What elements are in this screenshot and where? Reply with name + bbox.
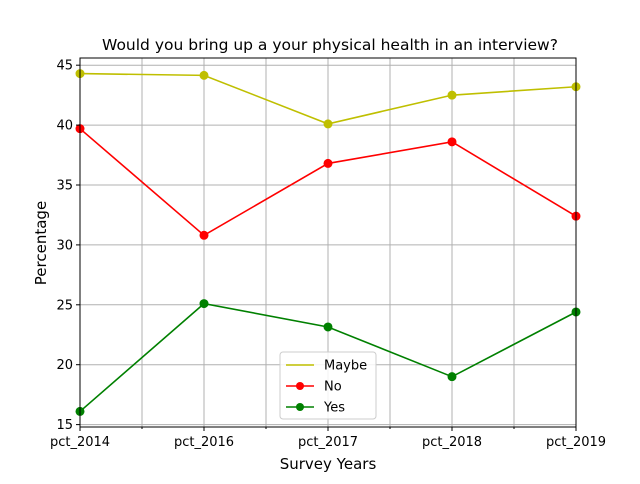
x-tick-label: pct_2017 <box>298 435 358 450</box>
x-tick-label: pct_2014 <box>50 435 110 450</box>
data-point-no <box>447 137 457 147</box>
y-tick-label: 30 <box>56 238 73 253</box>
x-axis-title: Survey Years <box>280 455 377 473</box>
legend-box <box>279 351 377 420</box>
axes: pct_2014 pct_2016 pct_2017 pct_2018 pct_2019… <box>50 59 606 450</box>
chart-title: Would you bring up a your physical healt… <box>102 36 558 54</box>
data-point-yes <box>323 322 333 332</box>
legend-label-no: No <box>324 380 342 395</box>
series-layer <box>75 69 581 416</box>
legend-marker-no <box>296 382 304 390</box>
data-point-maybe <box>447 90 457 100</box>
data-point-maybe <box>323 119 333 129</box>
y-axis-title: Percentage <box>32 201 50 285</box>
y-tick-label: 40 <box>56 119 73 134</box>
y-tick-label: 20 <box>56 358 73 373</box>
legend: Maybe No Yes <box>279 351 377 420</box>
data-point-no <box>199 230 209 240</box>
legend-label-maybe: Maybe <box>324 359 367 374</box>
x-tick-label: pct_2016 <box>174 435 234 450</box>
data-point-yes <box>447 372 457 382</box>
legend-marker-yes <box>296 403 304 411</box>
y-tick-label: 25 <box>56 298 73 313</box>
x-tick-label: pct_2019 <box>546 435 606 450</box>
data-point-no <box>323 158 333 168</box>
x-tick-label: pct_2018 <box>422 435 482 450</box>
y-tick-label: 45 <box>56 59 73 74</box>
data-point-maybe <box>199 70 209 80</box>
data-point-yes <box>199 299 209 309</box>
y-tick-label: 35 <box>56 178 73 193</box>
y-tick-label: 15 <box>56 418 73 433</box>
legend-label-yes: Yes <box>323 401 345 416</box>
